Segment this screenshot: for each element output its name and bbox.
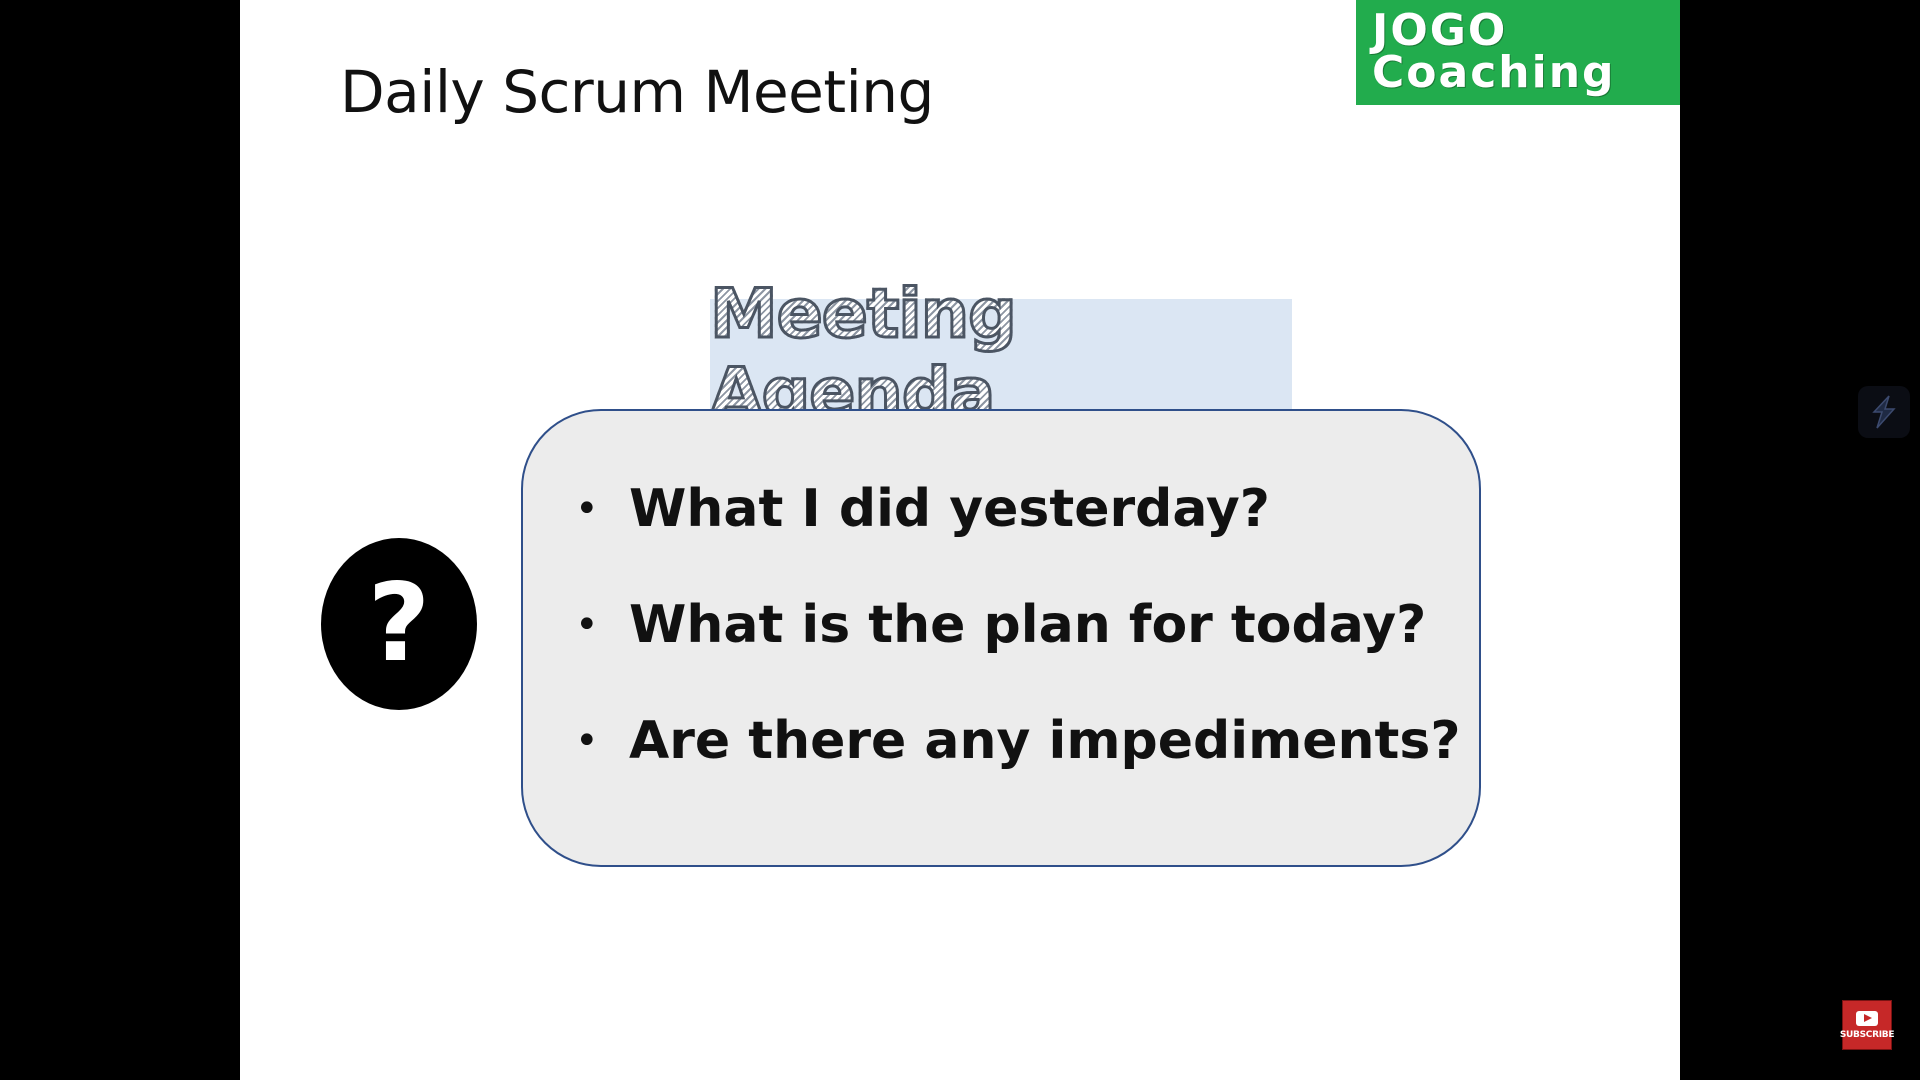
agenda-item-text: What is the plan for today? xyxy=(629,595,1427,655)
bullet: • xyxy=(575,718,599,764)
slide-title: Daily Scrum Meeting xyxy=(340,58,934,126)
agenda-item: • What is the plan for today? xyxy=(575,567,1461,683)
agenda-item-text: Are there any impediments? xyxy=(629,711,1461,771)
subscribe-button[interactable]: SUBSCRIBE xyxy=(1839,1000,1895,1050)
agenda-heading: Meeting Agenda xyxy=(709,274,1292,435)
agenda-item: • Are there any impediments? xyxy=(575,683,1461,799)
lightning-icon[interactable] xyxy=(1858,386,1910,438)
lightning-icon-svg xyxy=(1872,395,1896,429)
agenda-item-text: What I did yesterday? xyxy=(629,479,1270,539)
question-glyph: ? xyxy=(367,561,431,686)
bullet: • xyxy=(575,486,599,532)
question-icon: ? xyxy=(321,538,477,710)
play-icon xyxy=(1856,1010,1878,1026)
presentation-slide: Daily Scrum Meeting JOGO Coaching Meetin… xyxy=(240,0,1680,1080)
subscribe-label: SUBSCRIBE xyxy=(1839,1029,1895,1040)
agenda-box: • What I did yesterday? • What is the pl… xyxy=(521,409,1481,867)
logo-line-1: JOGO xyxy=(1372,5,1508,56)
bullet: • xyxy=(575,602,599,648)
agenda-item: • What I did yesterday? xyxy=(575,451,1461,567)
jogo-coaching-logo: JOGO Coaching xyxy=(1356,0,1680,105)
logo-line-2: Coaching xyxy=(1372,47,1616,98)
agenda-heading-box: Meeting Agenda xyxy=(709,274,1292,435)
agenda-list: • What I did yesterday? • What is the pl… xyxy=(575,411,1461,799)
